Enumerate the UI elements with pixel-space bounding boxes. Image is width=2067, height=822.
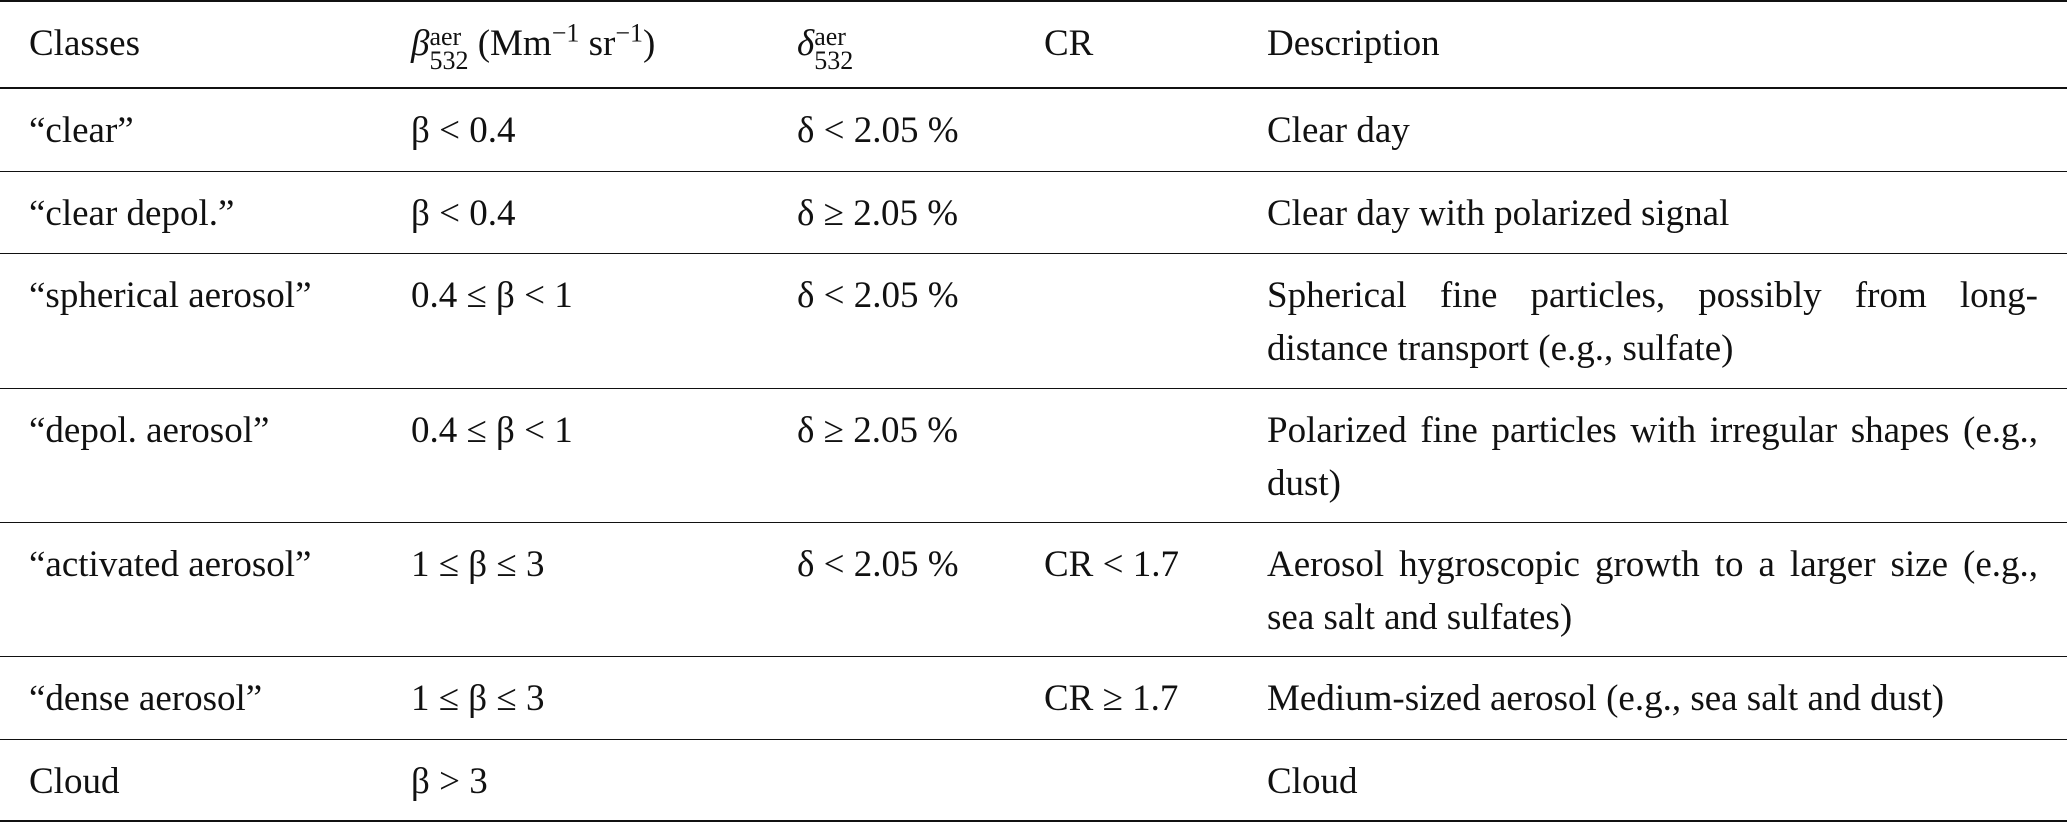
header-cell: β aer 532 (Mm−1 sr−1) — [411, 1, 797, 88]
cell: Cloud — [29, 761, 120, 802]
table-row: Cloud β > 3 Cloud — [0, 740, 2067, 822]
cell: Clear day with polarized signal — [1267, 193, 1730, 234]
cell: “spherical aerosol” — [29, 275, 312, 316]
subscript: 532 — [814, 46, 854, 75]
table-row: “spherical aerosol” 0.4 ≤ β < 1 δ < 2.05 %… — [0, 254, 2067, 389]
table-body: “clear” β < 0.4 δ < 2.05 % Clear day “clear … — [0, 88, 2067, 821]
symbol: β — [411, 23, 430, 64]
exponent: −1 — [615, 18, 644, 48]
cell — [797, 657, 1044, 740]
cell: Cloud — [1267, 761, 1358, 802]
cell — [1044, 740, 1267, 822]
cell: Spherical fine particles, possibly from … — [1267, 275, 2038, 369]
cell: δ < 2.05 % — [797, 544, 959, 585]
cell: “clear” — [29, 110, 134, 151]
cell: 1 ≤ β ≤ 3 — [411, 678, 545, 719]
cell: “clear depol.” — [29, 193, 235, 234]
table-row: “activated aerosol” 1 ≤ β ≤ 3 δ < 2.05 % CR… — [0, 523, 2067, 657]
cell: δ < 2.05 % — [797, 275, 959, 316]
cell: 1 ≤ β ≤ 3 — [411, 544, 545, 585]
superscript: aer — [814, 22, 846, 51]
cell — [1044, 254, 1267, 389]
cell — [1044, 88, 1267, 172]
cell — [797, 740, 1044, 822]
bracket: ) — [643, 23, 656, 64]
cell: Clear day — [1267, 110, 1410, 151]
cell: Medium-sized aerosol (e.g., sea salt and… — [1267, 678, 1945, 719]
cell: Aerosol hygroscopic growth to a larger s… — [1267, 544, 2038, 638]
cell: β < 0.4 — [411, 110, 516, 151]
cell: β > 3 — [411, 761, 488, 802]
header-cell: Classes — [29, 23, 140, 64]
cell: δ ≥ 2.05 % — [797, 410, 959, 451]
header-row: Classes β aer 532 (Mm−1 sr−1) δ aer 532 CR D… — [0, 1, 2067, 88]
cell: β < 0.4 — [411, 193, 516, 234]
script: aer 532 — [814, 22, 854, 75]
header-cell: Description — [1267, 23, 1440, 64]
unit: (Mm — [477, 23, 552, 64]
superscript: aer — [429, 22, 462, 51]
cell: δ ≥ 2.05 % — [797, 193, 959, 234]
table-row: “clear” β < 0.4 δ < 2.05 % Clear day — [0, 88, 2067, 172]
cell — [1044, 172, 1267, 254]
symbol: δ — [797, 23, 815, 64]
table-header: Classes β aer 532 (Mm−1 sr−1) δ aer 532 CR D… — [0, 1, 2067, 88]
cell: δ < 2.05 % — [797, 110, 959, 151]
subscript: 532 — [429, 46, 469, 75]
cell: 0.4 ≤ β < 1 — [411, 275, 573, 316]
header-cell: CR — [1044, 23, 1094, 64]
cell: CR ≥ 1.7 — [1044, 678, 1179, 719]
header-cell: δ aer 532 — [797, 1, 1044, 88]
cell: “dense aerosol” — [29, 678, 263, 719]
cell: “activated aerosol” — [29, 544, 312, 585]
table-row: “clear depol.” β < 0.4 δ ≥ 2.05 % Clear day… — [0, 172, 2067, 254]
table-row: “depol. aerosol” 0.4 ≤ β < 1 δ ≥ 2.05 % Pol… — [0, 389, 2067, 523]
cell: “depol. aerosol” — [29, 410, 270, 451]
script: aer 532 — [429, 22, 469, 75]
cell: 0.4 ≤ β < 1 — [411, 410, 573, 451]
table-row: “dense aerosol” 1 ≤ β ≤ 3 CR ≥ 1.7 Medium-s… — [0, 657, 2067, 740]
cell — [1044, 389, 1267, 523]
cell: Polarized fine particles with irregular … — [1267, 410, 2038, 504]
unit: sr — [588, 23, 616, 64]
cell: CR < 1.7 — [1044, 544, 1179, 585]
exponent: −1 — [551, 18, 580, 48]
